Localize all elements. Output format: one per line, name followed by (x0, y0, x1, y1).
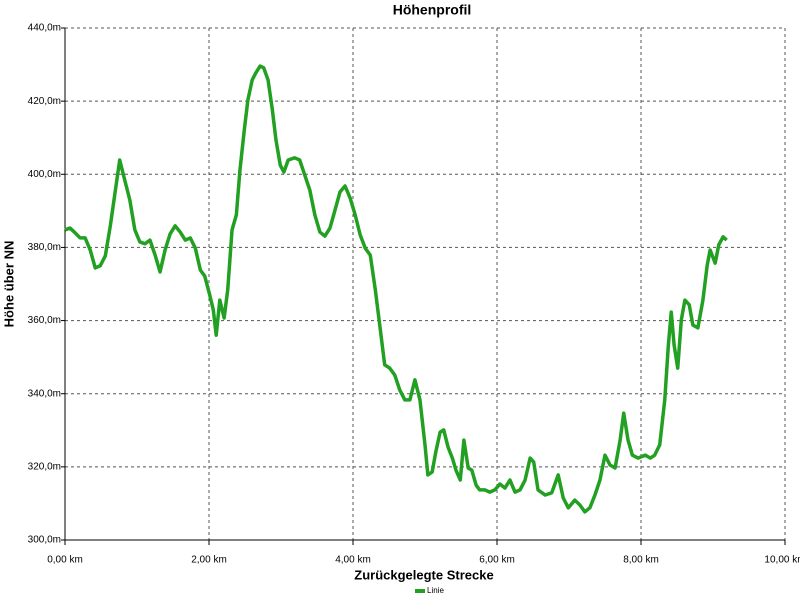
chart-title: Höhenprofil (393, 2, 472, 18)
data-line (64, 64, 728, 514)
y-tick-label: 440,0m (28, 23, 61, 34)
x-tick-label: 0,00 km (47, 555, 83, 566)
x-tick-label: 6,00 km (479, 555, 515, 566)
y-tick-label: 420,0m (28, 96, 61, 107)
x-tick-label: 10,00 km (764, 555, 800, 566)
y-tick-label: 360,0m (28, 315, 61, 326)
y-tick-label: 320,0m (28, 461, 61, 472)
x-tick-label: 8,00 km (623, 555, 659, 566)
legend-swatch (415, 589, 425, 593)
x-axis-title: Zurückgelegte Strecke (354, 567, 493, 582)
y-tick-label: 380,0m (28, 242, 61, 253)
y-tick-label: 300,0m (28, 535, 61, 546)
y-tick-label: 340,0m (28, 388, 61, 399)
y-tick-label: 400,0m (28, 169, 61, 180)
y-axis-title: Höhe über NN (1, 241, 16, 328)
legend-label: Linie (427, 586, 444, 595)
x-tick-label: 2,00 km (191, 555, 227, 566)
x-tick-label: 4,00 km (335, 555, 371, 566)
